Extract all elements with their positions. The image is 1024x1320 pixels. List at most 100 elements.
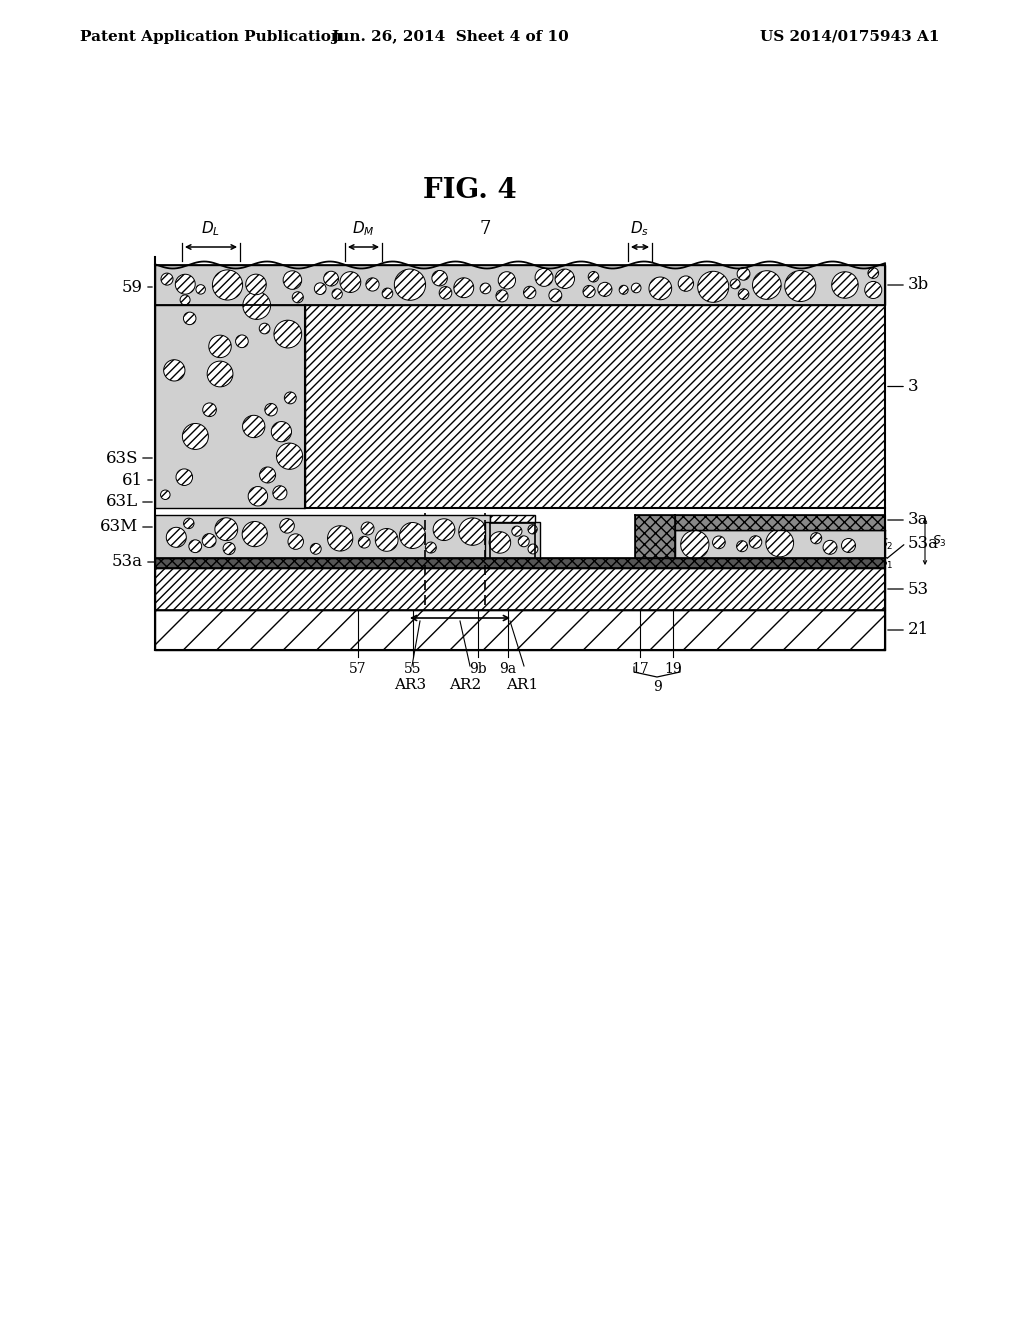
Circle shape (842, 539, 855, 553)
Circle shape (528, 524, 538, 535)
Circle shape (697, 272, 729, 302)
Circle shape (730, 279, 740, 289)
Circle shape (272, 486, 287, 500)
Text: 53: 53 (908, 581, 929, 598)
Circle shape (523, 286, 536, 298)
Circle shape (223, 543, 236, 554)
Text: 63M: 63M (99, 519, 138, 536)
Circle shape (207, 362, 232, 387)
Bar (675, 515, 885, 531)
Circle shape (259, 323, 270, 334)
Circle shape (439, 286, 452, 300)
Bar (155, 610, 885, 649)
Circle shape (620, 285, 628, 294)
Circle shape (632, 284, 641, 293)
Text: $D_L$: $D_L$ (202, 219, 220, 238)
Circle shape (358, 536, 370, 548)
Text: 53a: 53a (112, 553, 143, 570)
Circle shape (499, 272, 515, 289)
Circle shape (260, 467, 275, 483)
Circle shape (166, 527, 186, 548)
Circle shape (394, 269, 426, 300)
Circle shape (310, 544, 322, 554)
Circle shape (236, 335, 248, 347)
Circle shape (598, 282, 612, 297)
Circle shape (188, 540, 202, 553)
Circle shape (328, 525, 353, 550)
Circle shape (823, 540, 837, 554)
Circle shape (750, 536, 762, 548)
Circle shape (276, 444, 303, 470)
Text: 61: 61 (122, 471, 143, 488)
Text: US 2014/0175943 A1: US 2014/0175943 A1 (761, 30, 940, 44)
Circle shape (265, 404, 278, 416)
Circle shape (433, 519, 455, 541)
Circle shape (361, 521, 374, 535)
Circle shape (284, 271, 302, 289)
Circle shape (681, 531, 709, 558)
Circle shape (382, 288, 393, 298)
Circle shape (180, 294, 190, 305)
Text: 63L: 63L (105, 494, 138, 511)
Circle shape (736, 541, 748, 552)
Text: 55: 55 (404, 663, 422, 676)
Text: 63S: 63S (105, 450, 138, 466)
Text: $D_M$: $D_M$ (352, 219, 375, 238)
Bar (675, 531, 885, 558)
Text: $S_3$: $S_3$ (932, 535, 947, 549)
Text: $S_1$: $S_1$ (879, 556, 894, 570)
Circle shape (285, 392, 296, 404)
Circle shape (738, 289, 749, 300)
Bar (155, 265, 885, 305)
Circle shape (176, 469, 193, 486)
Circle shape (489, 532, 511, 553)
Circle shape (528, 544, 538, 554)
Bar (155, 558, 885, 568)
Text: 3a: 3a (908, 511, 929, 528)
Text: Patent Application Publication: Patent Application Publication (80, 30, 342, 44)
Text: 9: 9 (652, 680, 662, 694)
Circle shape (340, 272, 360, 293)
Circle shape (399, 523, 426, 549)
Circle shape (288, 533, 303, 549)
Circle shape (555, 269, 574, 289)
Circle shape (864, 281, 882, 298)
Bar (485, 521, 540, 558)
Text: $S_2$: $S_2$ (879, 536, 894, 552)
Circle shape (209, 335, 231, 358)
Text: 9b: 9b (469, 663, 486, 676)
Circle shape (203, 403, 216, 417)
Text: 57: 57 (349, 663, 367, 676)
Circle shape (753, 271, 781, 300)
Circle shape (454, 277, 474, 298)
Bar (155, 568, 885, 610)
Circle shape (811, 532, 821, 544)
Text: 7: 7 (479, 220, 490, 238)
Bar (155, 265, 305, 508)
Circle shape (274, 321, 302, 348)
Circle shape (549, 289, 562, 302)
Circle shape (375, 528, 398, 552)
Circle shape (459, 517, 486, 545)
Circle shape (246, 275, 266, 294)
Text: AR1: AR1 (506, 678, 539, 692)
Polygon shape (635, 515, 675, 558)
Circle shape (243, 292, 270, 319)
Circle shape (432, 271, 447, 286)
Circle shape (332, 289, 342, 300)
Circle shape (713, 536, 725, 549)
Circle shape (196, 285, 206, 294)
Circle shape (314, 282, 326, 294)
Circle shape (212, 269, 243, 300)
Circle shape (425, 543, 436, 553)
Circle shape (161, 273, 173, 285)
Circle shape (678, 276, 693, 292)
Circle shape (215, 517, 238, 541)
Polygon shape (490, 515, 535, 523)
Circle shape (280, 519, 294, 533)
Text: 59: 59 (122, 279, 143, 296)
Text: FIG. 4: FIG. 4 (423, 177, 517, 203)
Bar (155, 265, 885, 305)
Circle shape (536, 268, 553, 286)
Text: $D_s$: $D_s$ (631, 219, 649, 238)
